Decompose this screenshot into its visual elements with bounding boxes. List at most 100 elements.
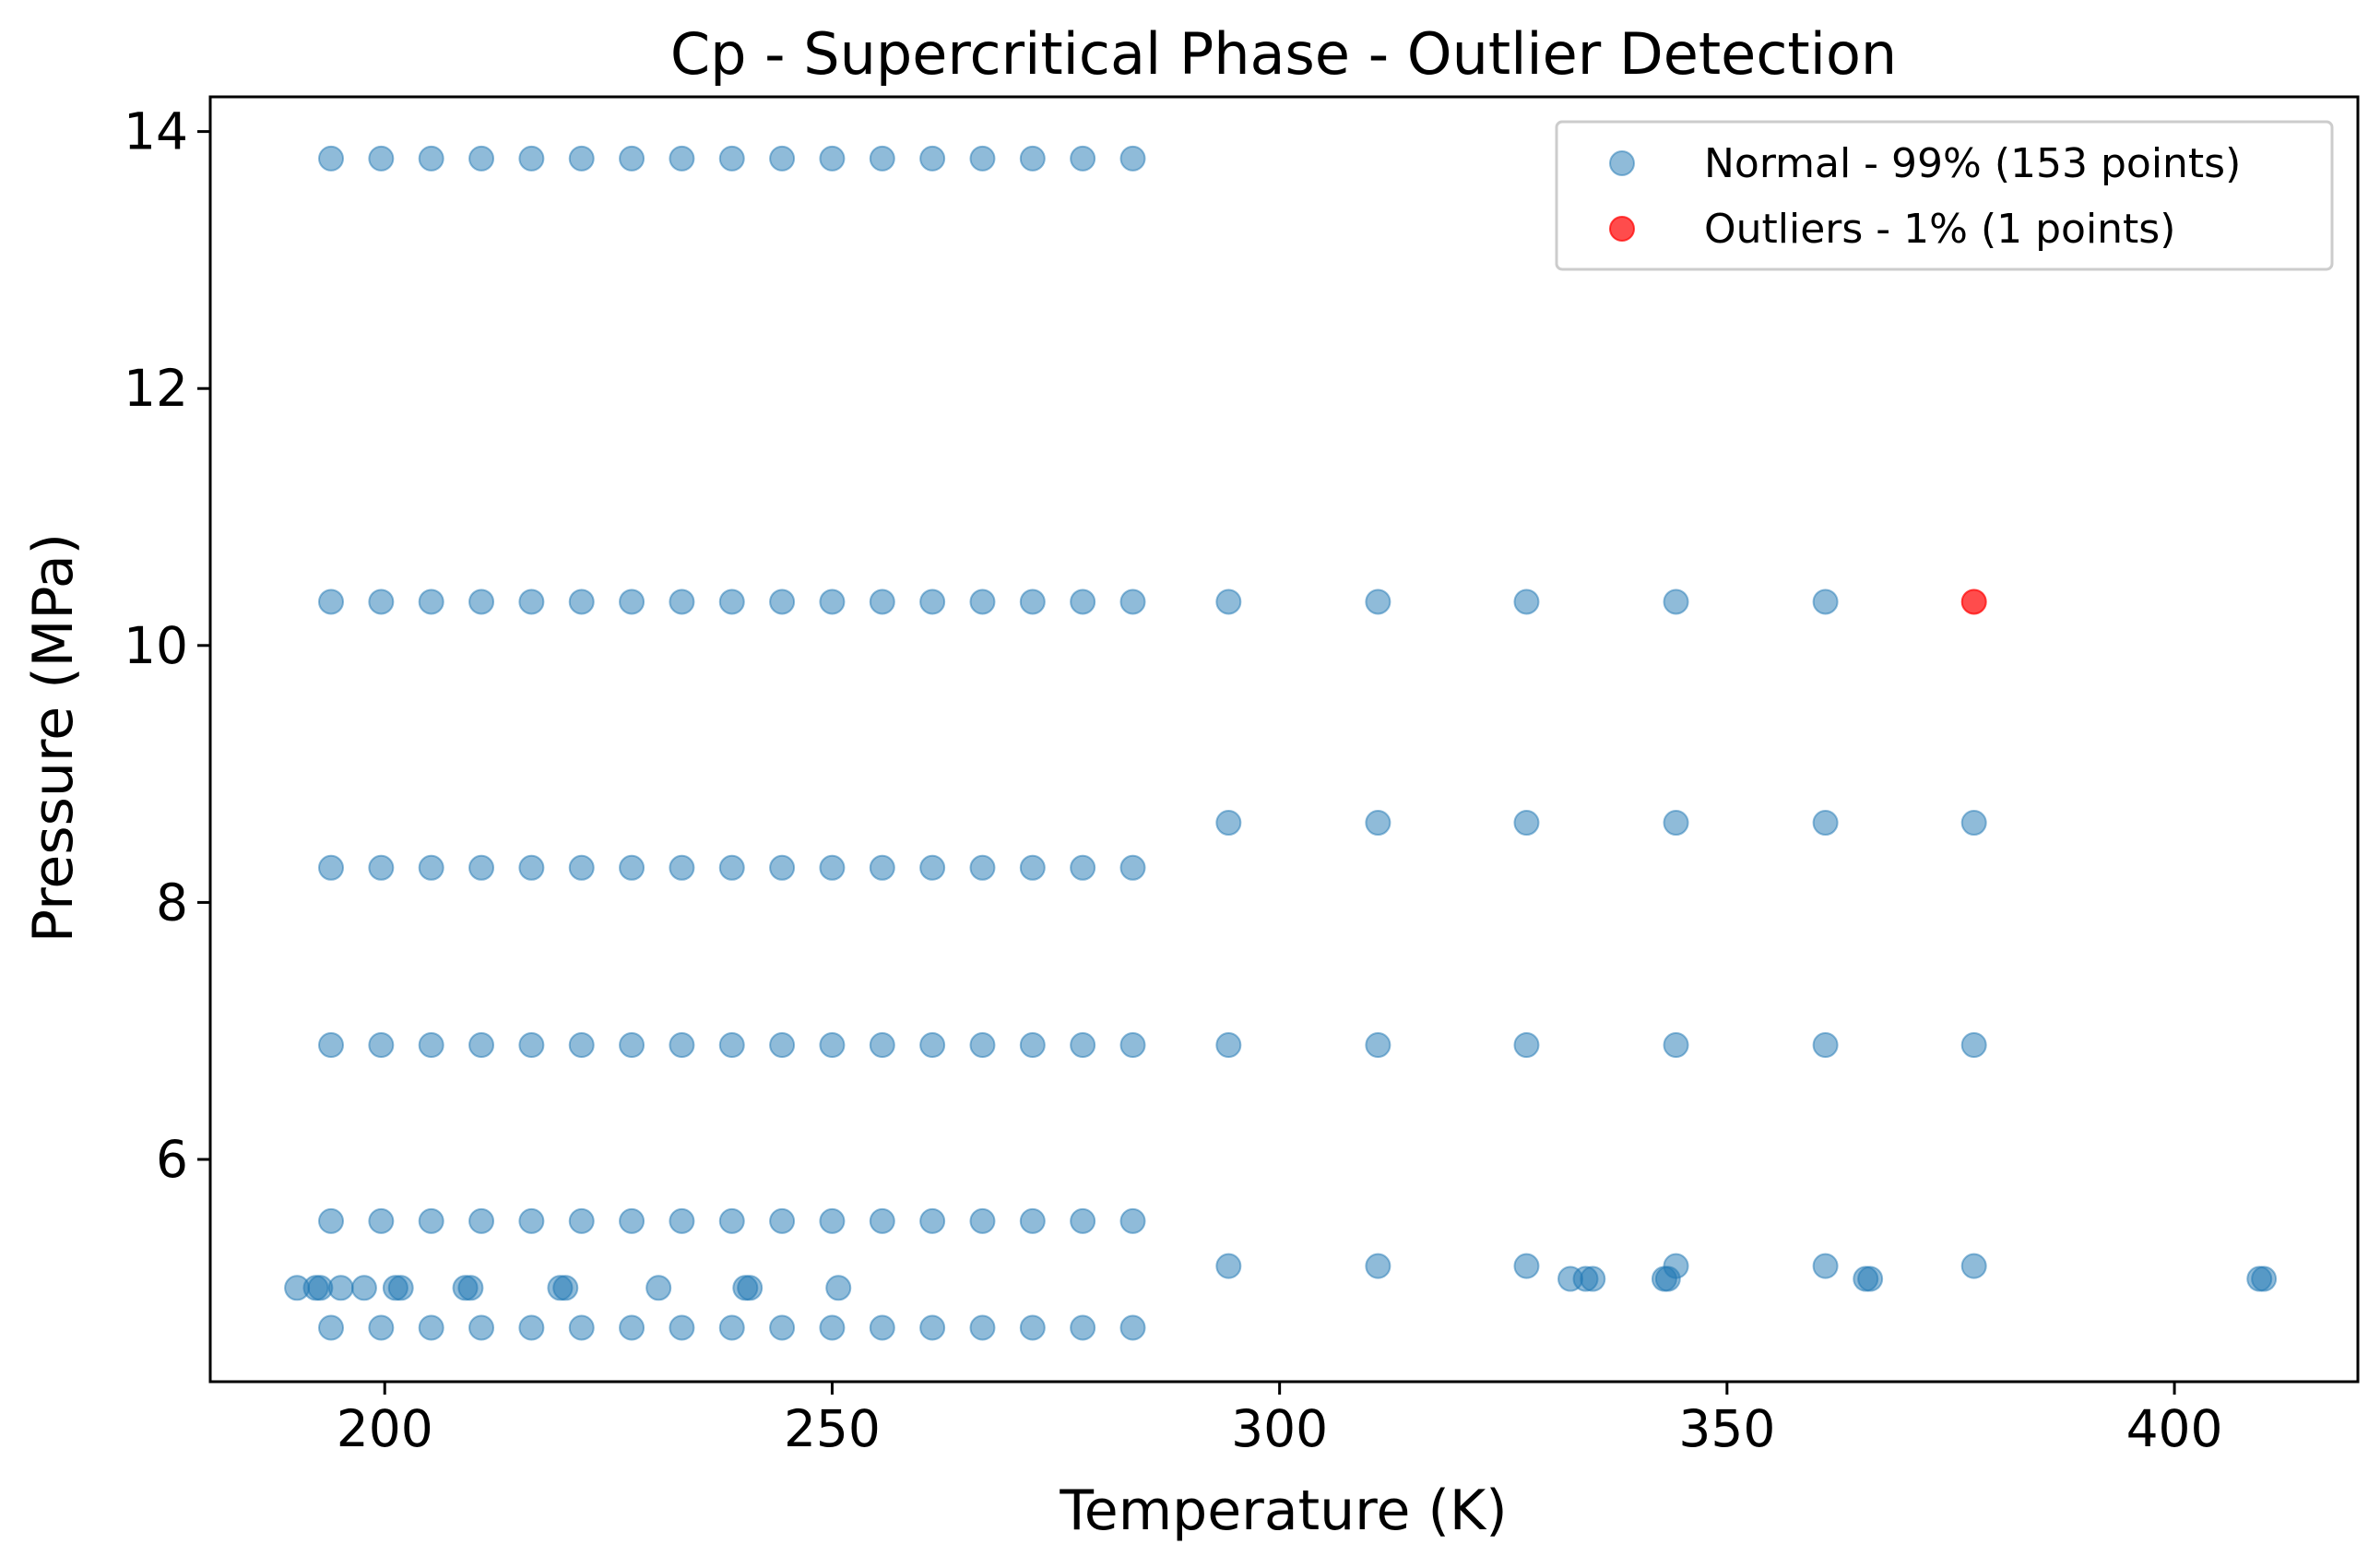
data-point-normal bbox=[1513, 810, 1540, 837]
data-point-normal bbox=[819, 854, 846, 881]
data-point-normal bbox=[468, 1314, 495, 1341]
data-point-normal bbox=[1663, 1032, 1689, 1059]
data-point-normal bbox=[1513, 588, 1540, 615]
data-point-normal bbox=[418, 1032, 444, 1059]
legend: Normal - 99% (153 points) Outliers - 1% … bbox=[1555, 120, 2334, 271]
data-point-normal bbox=[919, 854, 946, 881]
data-point-normal bbox=[769, 588, 796, 615]
data-point-normal bbox=[368, 588, 395, 615]
data-point-normal bbox=[869, 1207, 895, 1234]
data-point-normal bbox=[1119, 1207, 1146, 1234]
data-point-normal bbox=[568, 1032, 595, 1059]
data-point-normal bbox=[568, 1314, 595, 1341]
data-point-normal bbox=[468, 1032, 495, 1059]
x-tick-label: 350 bbox=[1678, 1399, 1775, 1458]
data-point-normal bbox=[1857, 1265, 1884, 1292]
data-point-normal bbox=[1365, 1032, 1391, 1059]
data-point-normal bbox=[418, 1207, 444, 1234]
data-point-normal bbox=[1019, 1314, 1046, 1341]
legend-label-normal: Normal - 99% (153 points) bbox=[1704, 140, 2241, 187]
data-point-normal bbox=[318, 1314, 345, 1341]
data-point-normal bbox=[819, 1032, 846, 1059]
data-point-normal bbox=[619, 1032, 645, 1059]
data-point-normal bbox=[669, 1032, 695, 1059]
data-point-normal bbox=[1070, 1207, 1096, 1234]
data-point-normal bbox=[1513, 1253, 1540, 1279]
data-point-normal bbox=[468, 854, 495, 881]
data-point-normal bbox=[468, 588, 495, 615]
data-point-normal bbox=[769, 1207, 796, 1234]
data-point-normal bbox=[619, 1207, 645, 1234]
data-point-normal bbox=[1019, 1207, 1046, 1234]
y-tick-label: 14 bbox=[124, 102, 188, 161]
data-point-normal bbox=[969, 588, 996, 615]
data-point-normal bbox=[518, 1314, 545, 1341]
x-axis-label: Temperature (K) bbox=[1059, 1479, 1507, 1543]
data-point-normal bbox=[619, 588, 645, 615]
y-tick-label: 12 bbox=[124, 359, 188, 418]
legend-marker-normal bbox=[1609, 150, 1635, 176]
data-point-normal bbox=[418, 588, 444, 615]
x-tick-label: 250 bbox=[784, 1399, 881, 1458]
data-point-normal bbox=[969, 1032, 996, 1059]
data-point-normal bbox=[518, 854, 545, 881]
x-tick-label: 200 bbox=[337, 1399, 433, 1458]
data-point-normal bbox=[418, 1314, 444, 1341]
data-point-normal bbox=[769, 1032, 796, 1059]
data-point-normal bbox=[1663, 588, 1689, 615]
data-point-normal bbox=[919, 145, 946, 172]
data-point-normal bbox=[518, 588, 545, 615]
data-point-normal bbox=[518, 145, 545, 172]
data-point-normal bbox=[669, 1207, 695, 1234]
data-point-normal bbox=[1365, 1253, 1391, 1279]
data-point-normal bbox=[869, 854, 895, 881]
data-point-normal bbox=[869, 1032, 895, 1059]
data-point-normal bbox=[969, 1207, 996, 1234]
data-point-normal bbox=[368, 1314, 395, 1341]
data-point-normal bbox=[552, 1275, 579, 1301]
data-point-normal bbox=[919, 1207, 946, 1234]
data-point-normal bbox=[1365, 810, 1391, 837]
y-axis-label: Pressure (MPa) bbox=[21, 533, 86, 943]
data-point-normal bbox=[1019, 1032, 1046, 1059]
legend-label-outliers: Outliers - 1% (1 points) bbox=[1704, 206, 2175, 253]
data-point-normal bbox=[418, 145, 444, 172]
data-point-normal bbox=[1019, 588, 1046, 615]
data-point-normal bbox=[457, 1275, 484, 1301]
points-layer bbox=[284, 145, 2278, 1341]
chart-title: Cp - Supercritical Phase - Outlier Detec… bbox=[670, 20, 1897, 88]
data-point-normal bbox=[669, 1314, 695, 1341]
data-point-normal bbox=[368, 1032, 395, 1059]
data-point-normal bbox=[350, 1275, 377, 1301]
data-point-normal bbox=[1663, 810, 1689, 837]
data-point-normal bbox=[518, 1032, 545, 1059]
data-point-normal bbox=[1119, 1314, 1146, 1341]
data-point-normal bbox=[819, 1314, 846, 1341]
data-point-normal bbox=[869, 1314, 895, 1341]
x-tick-label: 400 bbox=[2126, 1399, 2223, 1458]
data-point-normal bbox=[568, 854, 595, 881]
data-point-normal bbox=[327, 1275, 354, 1301]
data-point-normal bbox=[718, 1207, 745, 1234]
data-point-normal bbox=[969, 145, 996, 172]
data-point-normal bbox=[718, 1032, 745, 1059]
data-point-normal bbox=[1070, 1032, 1096, 1059]
data-point-normal bbox=[318, 588, 345, 615]
data-point-normal bbox=[969, 854, 996, 881]
data-point-normal bbox=[1119, 145, 1146, 172]
data-point-normal bbox=[1960, 1032, 1987, 1059]
data-point-normal bbox=[418, 854, 444, 881]
data-point-normal bbox=[1812, 1253, 1839, 1279]
data-point-normal bbox=[318, 1207, 345, 1234]
data-point-normal bbox=[669, 588, 695, 615]
data-point-normal bbox=[318, 145, 345, 172]
data-point-normal bbox=[468, 1207, 495, 1234]
data-point-normal bbox=[318, 1032, 345, 1059]
data-point-normal bbox=[1513, 1032, 1540, 1059]
data-point-normal bbox=[1580, 1265, 1606, 1292]
data-point-normal bbox=[825, 1275, 852, 1301]
data-point-normal bbox=[1960, 810, 1987, 837]
legend-marker-outliers bbox=[1609, 216, 1635, 242]
plot-background bbox=[210, 97, 2358, 1382]
